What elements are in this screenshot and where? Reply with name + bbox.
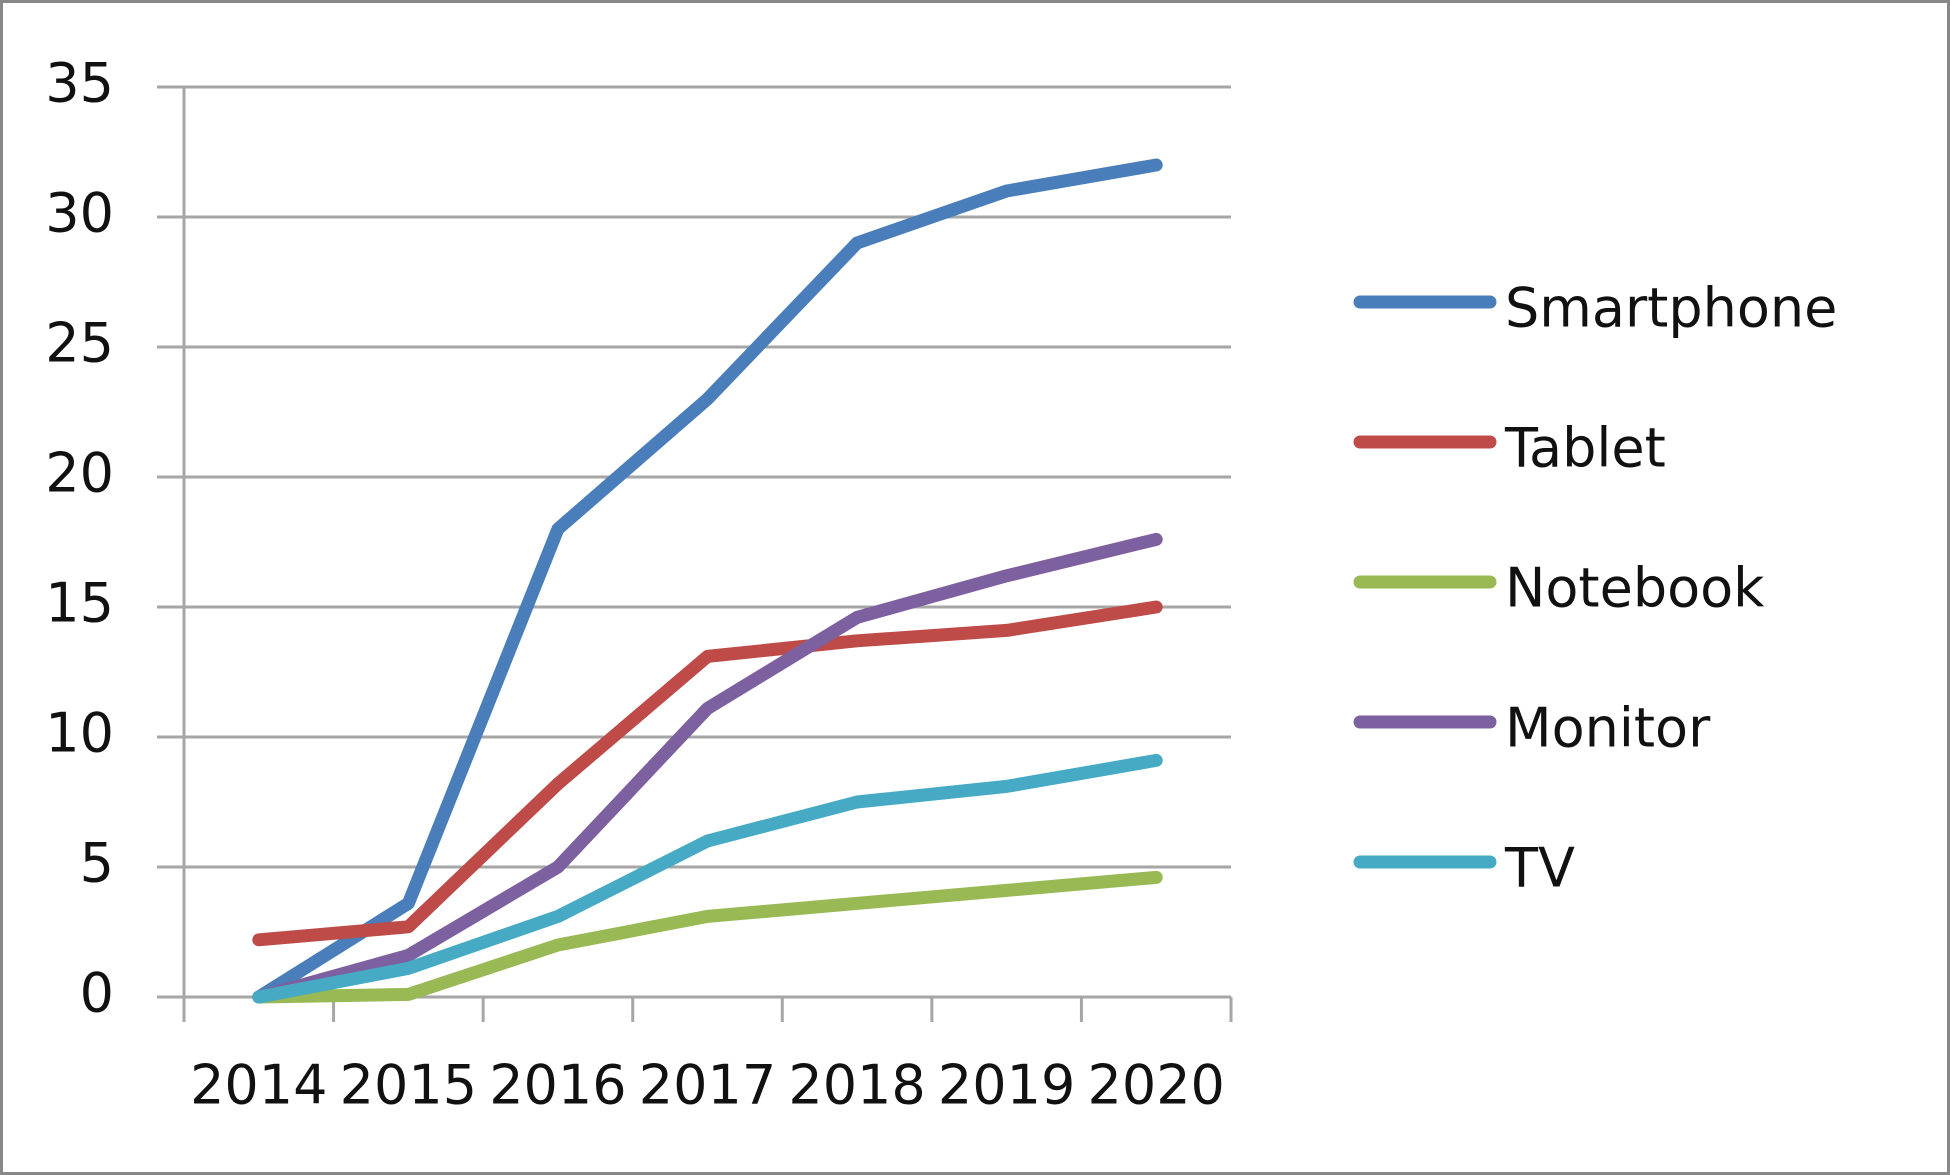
series-line [252,532,1163,1004]
x-tick-label: 2014 [190,1054,327,1117]
y-tick-label: 10 [45,702,114,765]
legend-label: Notebook [1505,557,1765,620]
legend-label: Monitor [1505,697,1711,760]
series-line [252,600,1163,947]
x-tick-label: 2016 [489,1054,626,1117]
y-tick-label: 35 [45,52,114,115]
x-tick-label: 2017 [639,1054,776,1117]
y-tick-label: 20 [45,442,114,505]
legend-label: TV [1504,837,1575,900]
y-tick-label: 15 [45,572,114,635]
legend-label: Smartphone [1505,277,1837,340]
x-tick-label: 2015 [340,1054,477,1117]
y-tick-label: 30 [45,182,114,245]
x-tick-label: 2018 [788,1054,925,1117]
x-tick-label: 2020 [1087,1054,1224,1117]
x-tick-label: 2019 [938,1054,1075,1117]
y-tick-label: 0 [80,962,114,1025]
series-line [252,753,1163,1004]
series-line [252,870,1163,1004]
y-tick-label: 5 [80,832,114,895]
series-line [252,158,1163,1004]
legend-label: Tablet [1504,417,1666,480]
y-tick-label: 25 [45,312,114,375]
